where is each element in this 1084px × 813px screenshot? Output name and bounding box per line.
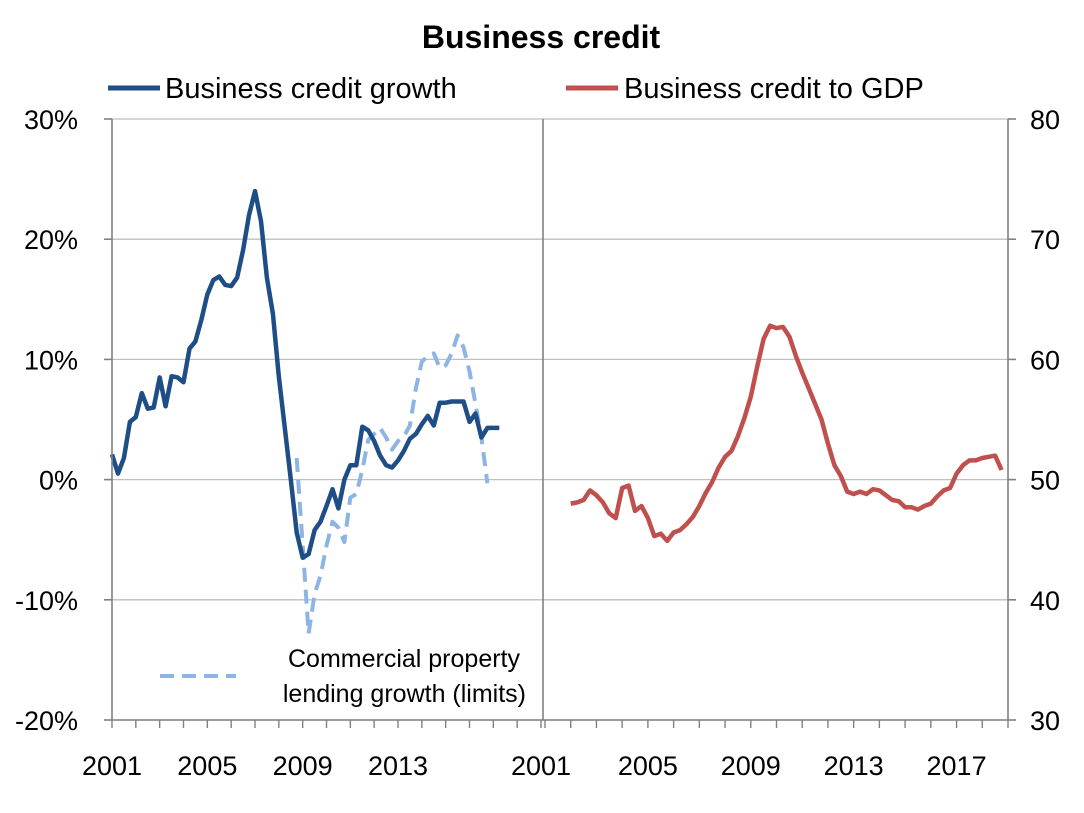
right-y-tick-label-5: 30 bbox=[1030, 706, 1060, 736]
left-y-tick-label-3: 0% bbox=[39, 466, 78, 496]
right-x-tick-label-0: 2005 bbox=[618, 751, 678, 781]
left-x-tick-label-4: 2001 bbox=[511, 751, 571, 781]
right-x-tick-label-3: 2017 bbox=[927, 751, 987, 781]
annotation-line-1: Commercial property bbox=[288, 645, 521, 673]
left-y-tick-label-1: 20% bbox=[24, 225, 78, 255]
legend-label-business-credit-growth: Business credit growth bbox=[165, 73, 457, 105]
series-lines bbox=[109, 188, 1004, 636]
right-y-tick-label-4: 40 bbox=[1030, 586, 1060, 616]
right-x-tick-label-2: 2013 bbox=[824, 751, 884, 781]
series-line-business-credit-to-gdp bbox=[570, 323, 1004, 544]
annotation-line-2: lending growth (limits) bbox=[283, 680, 526, 708]
left-y-tick-label-4: -10% bbox=[15, 586, 78, 616]
right-y-tick-label-1: 70 bbox=[1030, 225, 1060, 255]
left-y-tick-label-0: 30% bbox=[24, 105, 78, 135]
right-y-tick-label-0: 80 bbox=[1030, 105, 1060, 135]
left-x-tick-label-0: 2001 bbox=[82, 751, 142, 781]
legend-label-business-credit-to-gdp: Business credit to GDP bbox=[624, 73, 924, 105]
right-y-tick-label-3: 50 bbox=[1030, 466, 1060, 496]
series-line-business-credit-growth bbox=[109, 188, 500, 560]
axis-ticks: 30% 20% 10% 0% -10% -20% 80 70 60 50 40 30 2001 2005 2… bbox=[15, 105, 1060, 781]
chart-title: Business credit bbox=[422, 19, 661, 55]
right-x-tick-label-1: 2009 bbox=[721, 751, 781, 781]
left-x-tick-label-1: 2005 bbox=[177, 751, 237, 781]
series-line-commercial-property-lending-growth-limits bbox=[294, 333, 490, 636]
gridlines bbox=[112, 118, 1008, 721]
left-x-tick-label-2: 2009 bbox=[273, 751, 333, 781]
left-y-tick-label-2: 10% bbox=[24, 345, 78, 375]
right-y-tick-label-2: 60 bbox=[1030, 345, 1060, 375]
plot-frame bbox=[111, 119, 1009, 721]
left-x-tick-label-3: 2013 bbox=[368, 751, 428, 781]
left-y-tick-label-5: -20% bbox=[15, 706, 78, 736]
